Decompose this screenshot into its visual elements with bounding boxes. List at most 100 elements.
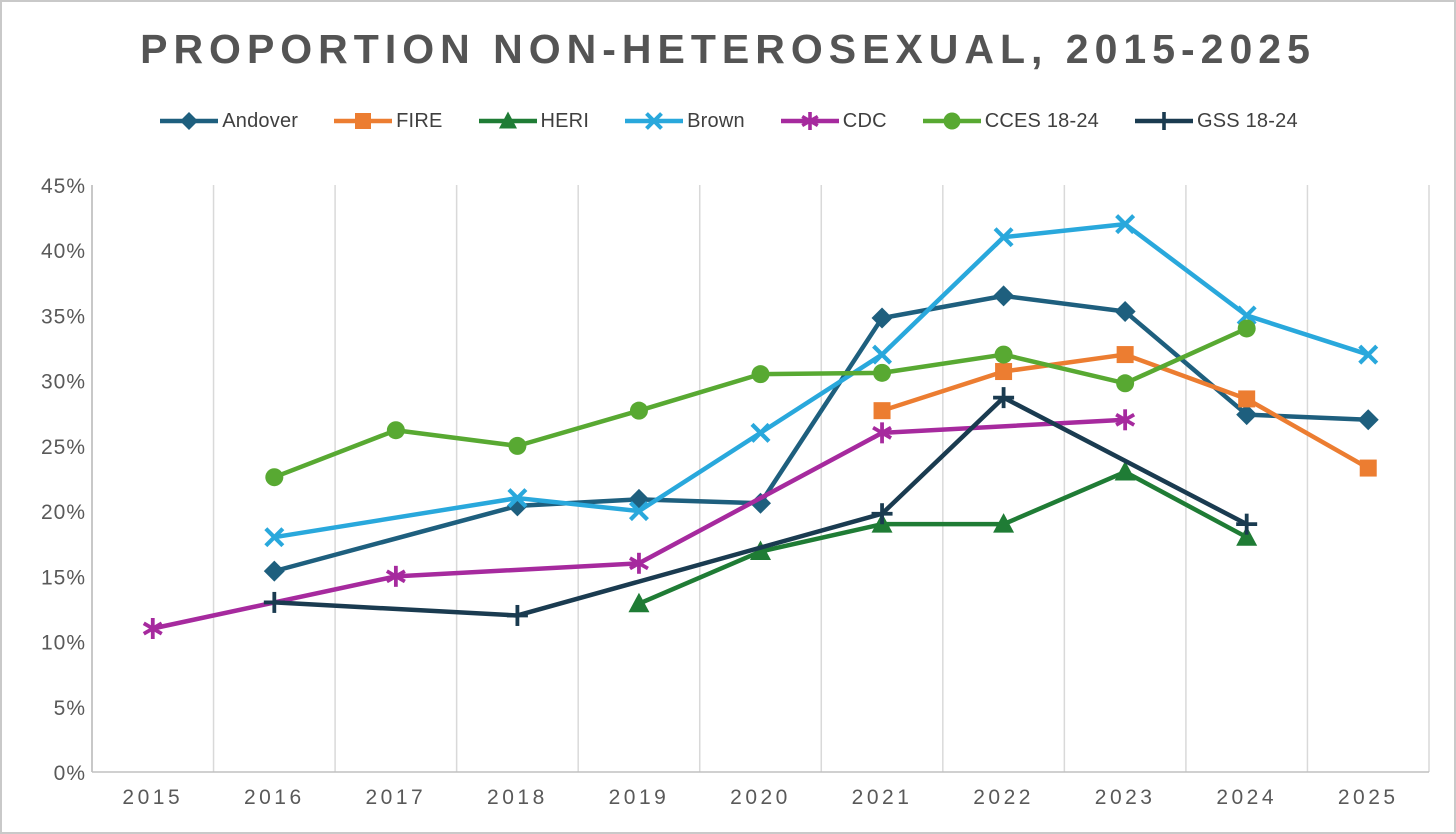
data-point-plus: [993, 387, 1015, 409]
legend-marker-glyph: [645, 112, 664, 130]
y-tick-label: 20%: [41, 501, 86, 524]
legend-label: FIRE: [396, 109, 443, 132]
x-axis-labels: 2015 2016 2017 2018 2019 2020 2021 2022 2023 2024…: [122, 786, 1399, 809]
series-fire: [873, 346, 1377, 477]
y-tick-label: 0%: [54, 762, 86, 785]
y-tick-label: 45%: [41, 175, 86, 198]
data-point-x: [1115, 214, 1136, 235]
data-point-circle: [873, 363, 892, 382]
legend-item-gss-18-24: GSS 18-24: [1133, 108, 1298, 134]
legend-item-cces-18-24: CCES 18-24: [921, 108, 1099, 134]
x-tick-label: 2024: [1216, 786, 1277, 809]
x-tick-label: 2021: [852, 786, 913, 809]
data-point-plus: [871, 503, 893, 525]
data-point-asterisk: [1115, 409, 1136, 431]
data-point-circle: [751, 365, 770, 384]
data-point-plus: [1236, 513, 1258, 535]
data-point-square: [873, 402, 891, 420]
data-point-x: [750, 422, 771, 443]
legend-marker-glyph: [498, 111, 517, 129]
legend-label: GSS 18-24: [1197, 109, 1298, 132]
legend-item-cdc: CDC: [779, 108, 887, 134]
legend-marker-cces-icon: [922, 112, 981, 130]
legend-marker-andover-icon: [160, 112, 219, 130]
data-point-plus: [263, 591, 285, 613]
data-point-diamond: [1114, 301, 1136, 323]
x-tick-label: 2020: [730, 786, 791, 809]
chart-title: PROPORTION NON-HETEROSEXUAL, 2015-2025: [140, 26, 1316, 72]
series-gss-18-24: [263, 387, 1258, 626]
data-point-asterisk: [142, 618, 163, 640]
legend-item-andover: Andover: [158, 108, 298, 134]
data-point-triangle: [1114, 460, 1136, 481]
legend-marker-fire-icon: [334, 113, 393, 129]
data-point-diamond: [263, 560, 285, 582]
data-point-circle: [1116, 374, 1135, 393]
y-tick-label: 15%: [41, 566, 86, 589]
y-tick-label: 30%: [41, 371, 86, 394]
x-tick-label: 2019: [609, 786, 670, 809]
data-point-x: [1358, 344, 1379, 365]
data-point-x: [993, 227, 1014, 248]
legend-label: CCES 18-24: [984, 109, 1100, 132]
data-point-x: [507, 488, 528, 509]
x-tick-label: 2015: [122, 786, 183, 809]
legend-label: Andover: [222, 109, 299, 132]
x-tick-label: 2022: [973, 786, 1034, 809]
axes: [91, 185, 1429, 773]
x-tick-label: 2016: [244, 786, 305, 809]
data-point-square: [995, 363, 1013, 381]
legend-label: Brown: [687, 109, 745, 132]
legend-item-brown: Brown: [623, 108, 745, 134]
x-tick-label: 2025: [1338, 786, 1399, 809]
y-tick-label: 35%: [41, 305, 86, 328]
data-point-triangle: [750, 540, 771, 561]
legend-label: HERI: [540, 109, 590, 132]
data-point-circle: [1237, 319, 1256, 338]
legend-label: CDC: [842, 109, 887, 132]
legend-marker-glyph: [355, 113, 372, 129]
legend-marker-heri-icon: [478, 111, 537, 129]
data-point-diamond: [871, 307, 893, 329]
data-point-triangle: [1236, 526, 1258, 546]
legend-item-heri: HERI: [477, 108, 590, 134]
series-line-cces-18-24: [272, 326, 1249, 480]
series-cces-18-24: [265, 319, 1256, 487]
series-cdc: [142, 409, 1136, 640]
data-point-x: [628, 501, 649, 522]
data-point-triangle: [628, 592, 650, 613]
legend-marker-glyph: [1155, 112, 1174, 130]
y-axis-labels: 0% 5% 10% 15% 20% 25% 30% 35% 40% 45%: [41, 175, 86, 785]
legend-marker-glyph: [180, 112, 199, 130]
data-point-diamond: [1236, 404, 1258, 426]
y-tick-label: 5%: [54, 697, 86, 720]
data-point-square: [1359, 459, 1377, 477]
data-point-square: [1116, 346, 1134, 364]
data-point-diamond: [993, 285, 1015, 307]
y-tick-label: 10%: [41, 632, 86, 655]
data-point-x: [872, 344, 893, 365]
y-tick-label: 40%: [41, 240, 86, 263]
x-tick-label: 2018: [487, 786, 548, 809]
data-point-diamond: [750, 492, 771, 514]
legend-marker-glyph: [943, 112, 961, 130]
data-point-triangle: [993, 513, 1015, 533]
data-point-asterisk: [385, 565, 406, 587]
legend-marker-glyph: [801, 112, 819, 130]
data-point-plus: [506, 604, 528, 626]
legend: Andover FIRE HERI Brown CDC CCES 18-24 G…: [2, 108, 1454, 134]
data-point-square: [1238, 390, 1256, 408]
data-point-circle: [508, 436, 527, 455]
y-tick-label: 25%: [41, 436, 86, 459]
gridlines: [91, 185, 1430, 772]
x-tick-label: 2023: [1095, 786, 1156, 809]
data-point-circle: [265, 468, 284, 487]
series-brown: [264, 214, 1379, 548]
data-point-x: [264, 527, 285, 548]
data-point-circle: [386, 421, 405, 440]
data-point-circle: [629, 401, 648, 420]
x-tick-label: 2017: [366, 786, 427, 809]
legend-marker-gss-icon: [1135, 112, 1194, 130]
